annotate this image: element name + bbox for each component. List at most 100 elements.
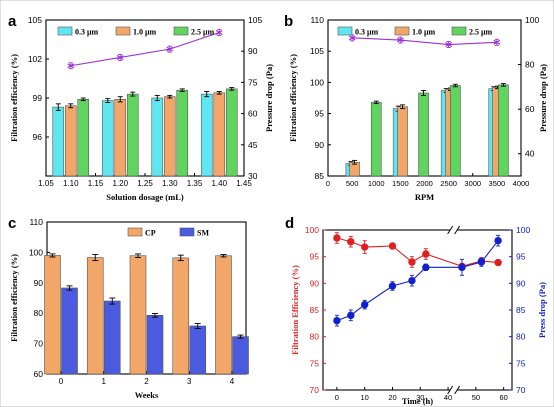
y2-tick-label: 100 xyxy=(516,225,530,235)
data-point xyxy=(347,238,355,246)
data-point xyxy=(494,258,502,267)
legend-item-swatch xyxy=(179,227,195,237)
x-tick-label: 10 xyxy=(361,393,369,402)
y-tick-label: 95 xyxy=(315,109,325,119)
bar xyxy=(213,92,226,177)
y-tick-label: 110 xyxy=(29,217,43,227)
legend-item-label: 1.0 μm xyxy=(412,28,436,37)
x-tick-label: 2000 xyxy=(416,179,433,188)
data-point xyxy=(333,316,341,325)
legend-item-label: 2.5 μm xyxy=(191,28,215,37)
bar xyxy=(370,102,382,177)
panel-d: d 0 10 20 30 40 50 60 70 75 80 85 90 95 100 70 75 80 85 90 9… xyxy=(285,215,547,406)
axis-break-mark xyxy=(447,385,454,395)
y-tick-label: 100 xyxy=(310,77,324,87)
y-axis-title: Filtration efficiency (%) xyxy=(288,54,298,142)
data-point xyxy=(408,258,416,266)
data-point xyxy=(347,311,355,320)
legend-item-swatch xyxy=(337,26,353,36)
line-marker xyxy=(215,29,223,35)
x-tick-label: 50 xyxy=(472,393,480,402)
y-tick-label: 70 xyxy=(310,385,320,395)
bar xyxy=(103,300,121,375)
bar xyxy=(200,93,213,177)
y-tick-label: 105 xyxy=(310,46,324,56)
y2-tick-label: 90 xyxy=(516,278,526,288)
line-marker xyxy=(166,46,174,52)
line-marker xyxy=(348,35,356,41)
y2-tick-label: 95 xyxy=(516,252,526,262)
y-tick-label: 70 xyxy=(34,339,44,349)
x-tick-label: 4000 xyxy=(513,179,530,188)
line-marker xyxy=(397,37,404,43)
bar xyxy=(86,257,104,375)
y-tick-label: 96 xyxy=(33,132,43,142)
data-point xyxy=(458,263,466,272)
panel-letter: d xyxy=(285,215,294,232)
x-axis-title: Weeks xyxy=(135,390,159,400)
bar xyxy=(215,255,232,375)
y-tick-label: 80 xyxy=(310,332,320,342)
data-point xyxy=(360,300,369,309)
axis-break-gap xyxy=(449,225,458,235)
bar xyxy=(151,97,164,177)
x-axis-title: Solution dosage (mL) xyxy=(106,192,184,202)
y-tick-label: 60 xyxy=(34,369,44,379)
legend-item-swatch xyxy=(115,26,131,36)
data-point xyxy=(494,236,502,245)
data-point xyxy=(422,263,430,272)
axis-break-gap xyxy=(449,385,458,395)
y-tick-label: 102 xyxy=(28,54,42,64)
bar xyxy=(176,89,189,177)
y2-tick-label: 70 xyxy=(516,385,526,395)
y2-tick-label: 80 xyxy=(525,60,535,70)
legend-item-label: 2.5 μm xyxy=(469,28,493,37)
y-tick-label: 90 xyxy=(310,278,320,288)
legend-item-label: SM xyxy=(197,229,209,238)
y2-tick-label: 100 xyxy=(525,15,539,25)
bar xyxy=(189,325,207,375)
y-tick-label: 90 xyxy=(315,140,325,150)
legend-item-swatch xyxy=(57,26,73,36)
x-tick-label: 1.30 xyxy=(162,179,178,188)
y-tick-label: 100 xyxy=(29,247,43,257)
bar xyxy=(163,96,176,177)
data-point xyxy=(408,276,416,285)
data-point xyxy=(477,258,486,266)
data-point xyxy=(333,234,341,242)
bar xyxy=(397,106,408,177)
y-tick-label: 90 xyxy=(34,278,44,288)
panel-letter: a xyxy=(8,13,17,30)
bar xyxy=(146,315,164,375)
y2-axis-title: Press drop (Pa) xyxy=(537,282,547,338)
panel-letter: c xyxy=(8,215,16,232)
x-tick-label: 1500 xyxy=(392,179,409,188)
axis-break-mark xyxy=(447,225,454,235)
y-tick-label: 85 xyxy=(315,171,325,181)
y-axis-title: Filtration efficiency (%) xyxy=(9,254,19,342)
x-tick-label: 1000 xyxy=(368,179,385,188)
bar xyxy=(225,88,238,177)
x-tick-label: 4 xyxy=(230,377,235,386)
data-point xyxy=(360,243,369,251)
x-tick-label: 3 xyxy=(187,377,192,386)
bar xyxy=(77,99,90,177)
y-axis-title: Filtration Efficiency (%) xyxy=(290,265,300,355)
x-tick-label: 2 xyxy=(144,377,149,386)
bar xyxy=(129,255,147,375)
bar xyxy=(52,106,65,177)
bar xyxy=(232,336,249,375)
x-tick-label: 20 xyxy=(388,393,396,402)
y2-tick-label: 75 xyxy=(516,358,526,368)
x-tick-label: 1.20 xyxy=(112,179,128,188)
bar xyxy=(61,287,78,375)
data-point xyxy=(388,242,397,250)
y2-tick-label: 80 xyxy=(516,332,526,342)
x-tick-label: 1.05 xyxy=(38,179,54,188)
x-tick-label: 3500 xyxy=(489,179,506,188)
x-tick-label: 3000 xyxy=(464,179,481,188)
y2-tick-label: 75 xyxy=(248,77,258,87)
y-tick-label: 75 xyxy=(310,358,320,368)
line-marker xyxy=(445,42,452,48)
